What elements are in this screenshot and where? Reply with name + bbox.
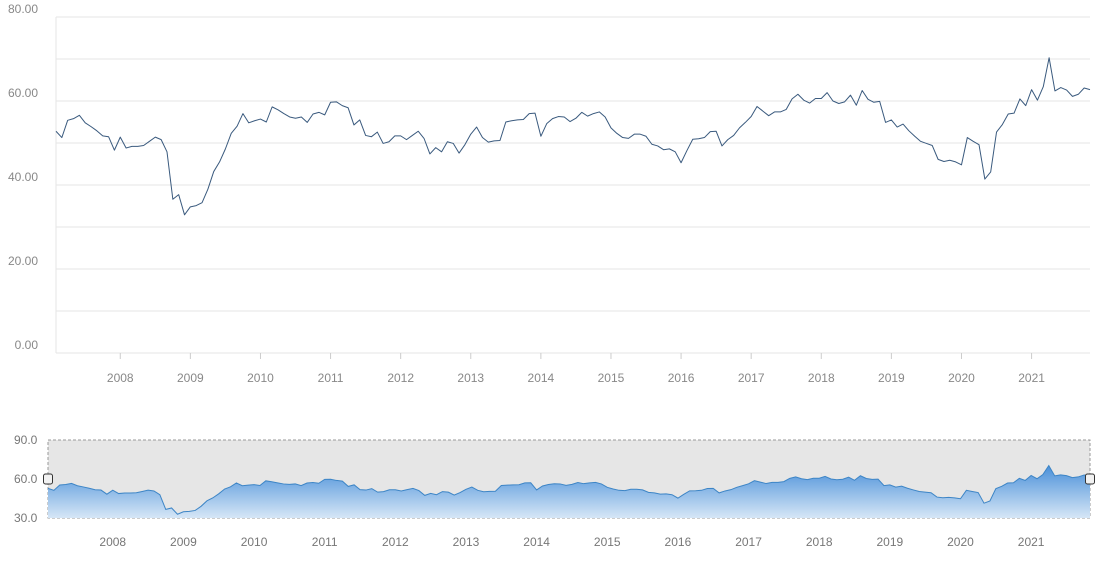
x-tick-label: 2019 — [878, 371, 905, 385]
navigator-line — [47, 464, 1091, 515]
x-tick-label: 2014 — [528, 371, 555, 385]
main-y-axis: 0.00 20.00 40.00 60.00 80.00 — [8, 2, 38, 352]
navigator-series — [47, 464, 1091, 518]
navigator-y-tick-label: 60.0 — [14, 472, 38, 486]
x-tick-label: 2018 — [808, 371, 835, 385]
x-tick-label: 2021 — [1018, 371, 1045, 385]
navigator-x-tick-label: 2017 — [735, 535, 762, 549]
x-tick-label: 2017 — [738, 371, 765, 385]
x-tick-label: 2010 — [247, 371, 274, 385]
navigator-x-tick-label: 2020 — [947, 535, 974, 549]
navigator-x-tick-label: 2021 — [1018, 535, 1045, 549]
y-tick-label: 0.00 — [15, 338, 39, 352]
x-tick-label: 2015 — [598, 371, 625, 385]
navigator-x-tick-label: 2011 — [312, 535, 338, 549]
navigator-handles[interactable] — [43, 473, 1095, 485]
range-handle-right-icon[interactable] — [1085, 473, 1095, 485]
navigator-chart[interactable]: 30.0 60.0 90.0 2008 2009 2010 2011 2012 2013 201… — [0, 400, 1105, 562]
navigator-y-tick-label: 30.0 — [14, 511, 38, 525]
main-series — [55, 57, 1091, 216]
navigator-x-tick-label: 2012 — [382, 535, 409, 549]
navigator-x-tick-label: 2014 — [523, 535, 550, 549]
navigator-y-axis: 30.0 60.0 90.0 — [14, 433, 38, 525]
main-grid — [55, 16, 1090, 354]
navigator-x-tick-label: 2010 — [241, 535, 268, 549]
series-line — [55, 57, 1091, 216]
y-tick-label: 40.00 — [8, 170, 38, 184]
navigator-y-tick-label: 90.0 — [14, 433, 38, 447]
x-tick-label: 2009 — [177, 371, 204, 385]
main-x-axis: 2008 2009 2010 2011 2012 2013 2014 2015 2016 2017… — [107, 353, 1045, 385]
range-handle-left-icon[interactable] — [43, 473, 53, 485]
x-tick-label: 2016 — [668, 371, 695, 385]
x-tick-label: 2020 — [948, 371, 975, 385]
navigator-x-tick-label: 2013 — [453, 535, 480, 549]
handle-body[interactable] — [43, 473, 53, 485]
main-line-chart: 0.00 20.00 40.00 60.00 80.00 2008 2009 2010 201… — [8, 2, 1091, 385]
navigator-x-tick-label: 2018 — [806, 535, 833, 549]
y-tick-label: 80.00 — [8, 2, 38, 16]
navigator-x-tick-label: 2008 — [99, 535, 126, 549]
x-tick-label: 2011 — [318, 371, 344, 385]
x-tick-label: 2012 — [387, 371, 414, 385]
navigator-x-tick-label: 2016 — [665, 535, 692, 549]
navigator-x-tick-label: 2019 — [876, 535, 903, 549]
y-tick-label: 20.00 — [8, 254, 38, 268]
navigator-x-tick-label: 2015 — [594, 535, 621, 549]
navigator-x-axis: 2008 2009 2010 2011 2012 2013 2014 2015 2016 2017… — [99, 535, 1044, 549]
navigator-x-tick-label: 2009 — [170, 535, 197, 549]
handle-body[interactable] — [1085, 473, 1095, 485]
x-tick-label: 2013 — [457, 371, 484, 385]
x-tick-label: 2008 — [107, 371, 134, 385]
y-tick-label: 60.00 — [8, 86, 38, 100]
